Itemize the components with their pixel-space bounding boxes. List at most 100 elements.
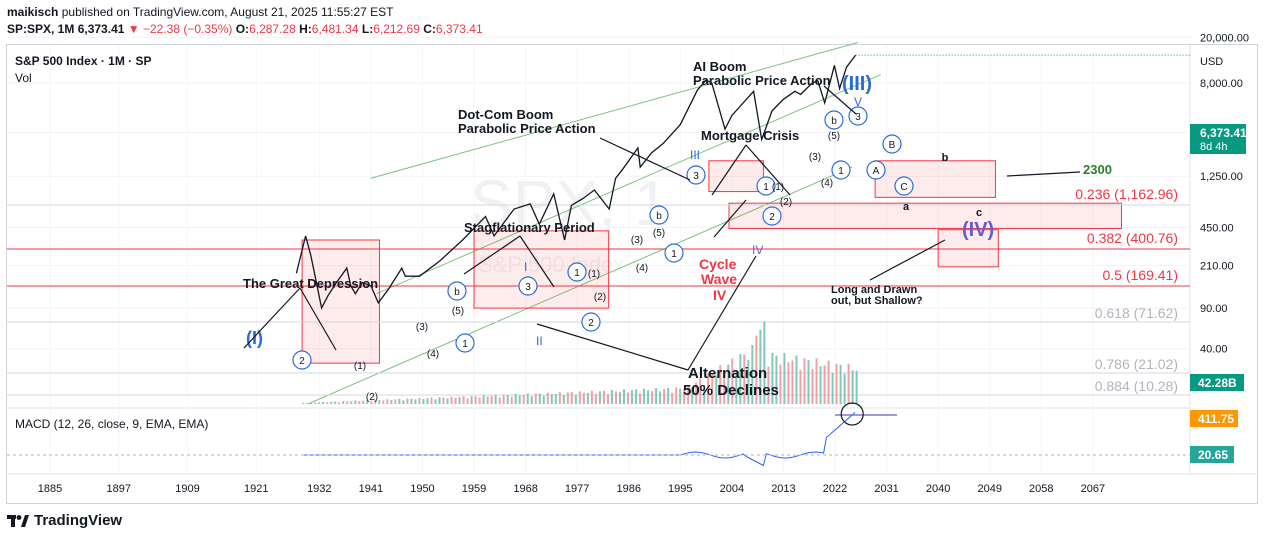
- symbol[interactable]: SP:SPX, 1M: [7, 22, 75, 36]
- volume-bar: [775, 355, 778, 404]
- volume-bar: [418, 397, 421, 404]
- wave-circle-label: b: [831, 116, 837, 127]
- volume-bar: [791, 360, 794, 404]
- y-tick-label: 8,000.00: [1200, 78, 1243, 90]
- fib-label: 0.884 (10.28): [1095, 378, 1178, 394]
- fib-label: 0.382 (400.76): [1087, 230, 1178, 246]
- x-tick-label: 1921: [244, 483, 268, 495]
- wave-circle-label: 1: [838, 166, 844, 177]
- volume-bar: [450, 396, 453, 404]
- annotation-text: AI Boom: [693, 59, 746, 74]
- volume-bar: [326, 402, 329, 404]
- volume-bar: [855, 370, 858, 404]
- wave-circle-label: 3: [693, 171, 699, 182]
- volume-bar: [306, 403, 309, 404]
- volume-bar: [751, 344, 754, 404]
- price-badge-countdown: 8d 4h: [1200, 141, 1228, 153]
- volume-bar: [514, 393, 517, 404]
- volume-bar: [695, 382, 698, 404]
- volume-bar: [454, 397, 457, 404]
- axes: 20,000.008,000.003,000.001,250.00450.002…: [38, 32, 1249, 495]
- volume-bar: [819, 366, 822, 404]
- vol-label[interactable]: Vol: [15, 71, 32, 85]
- x-tick-label: 1995: [668, 483, 692, 495]
- volume-bar: [422, 398, 425, 404]
- annotation-text: Parabolic Price Action: [458, 121, 596, 136]
- volume-bar: [831, 373, 834, 404]
- volume-bar: [799, 369, 802, 404]
- volume-bar: [334, 401, 337, 404]
- sub-wave-label: (4): [427, 349, 439, 360]
- open-label: O:: [235, 22, 250, 36]
- volume-bar: [687, 385, 690, 404]
- ohlc-line: SP:SPX, 1M 6,373.41 ▼ −22.38 (−0.35%) O:…: [7, 22, 483, 36]
- volume-bar: [851, 370, 854, 404]
- volume-bar: [426, 398, 429, 404]
- annotation-arrow: [243, 287, 301, 349]
- y-tick-label: 20,000.00: [1200, 32, 1249, 44]
- brand-footer[interactable]: TradingView: [7, 512, 122, 529]
- volume-bar: [627, 392, 630, 404]
- wave-circle: [581, 312, 601, 332]
- x-tick-label: 2004: [720, 483, 744, 495]
- volume-bar: [759, 329, 762, 404]
- sub-wave-label: (2): [366, 392, 378, 403]
- x-tick-label: 1977: [565, 483, 589, 495]
- wave-circle: [882, 134, 902, 154]
- wave-circle: [518, 276, 538, 296]
- wave-circle-label: 1: [671, 249, 677, 260]
- wave-circle: [756, 176, 776, 196]
- volume-bar: [318, 402, 321, 404]
- volume-bar: [767, 366, 770, 404]
- volume-bar: [795, 355, 798, 404]
- volume-bar: [715, 375, 718, 404]
- volume-bar: [783, 352, 786, 404]
- volume-bar: [667, 388, 670, 404]
- macd-label[interactable]: MACD (12, 26, close, 9, EMA, EMA): [15, 417, 209, 431]
- volume-bar: [558, 392, 561, 404]
- wave-circle: [649, 205, 669, 225]
- annotation-arrow: [711, 144, 747, 196]
- annotation-text: Dot-Com Boom: [458, 107, 553, 122]
- volume-bar: [610, 390, 613, 404]
- sub-wave-label: (2): [594, 292, 606, 303]
- x-tick-label: 2067: [1081, 483, 1105, 495]
- annotations: The Great Depression(I)Stagflationary Pe…: [243, 59, 1112, 403]
- last-price: 6,373.41: [77, 22, 125, 36]
- annotation-text: b: [942, 152, 949, 164]
- chart-frame[interactable]: [6, 44, 1258, 504]
- x-tick-label: 2058: [1029, 483, 1053, 495]
- wave-circle: [567, 262, 587, 282]
- watermark-sub: S&P 500 Index: [478, 252, 624, 277]
- sub-wave-label: (2): [780, 197, 792, 208]
- volume-bar: [374, 399, 377, 404]
- annotation-text: Stagflationary Period: [464, 220, 595, 235]
- volume-bar: [655, 388, 658, 404]
- volume-bar: [538, 393, 541, 404]
- volume-bar: [522, 395, 525, 404]
- volume-bar: [378, 400, 381, 404]
- volume-bar: [606, 394, 609, 404]
- author[interactable]: maikisch: [7, 5, 59, 19]
- volume-bar: [614, 391, 617, 404]
- low-value: 6,212.69: [373, 22, 420, 36]
- annotation-arrow: [687, 255, 757, 371]
- volume-bar: [342, 401, 345, 404]
- volume-bar: [590, 390, 593, 404]
- x-tick-label: 1909: [175, 483, 199, 495]
- x-tick-label: 1885: [38, 483, 62, 495]
- highlight-boxes: [301, 160, 1123, 364]
- annotation-arrow: [713, 199, 747, 238]
- x-tick-label: 2013: [771, 483, 795, 495]
- volume-bar: [478, 397, 481, 404]
- high-label: H:: [299, 22, 312, 36]
- sub-wave-label: (4): [636, 263, 648, 274]
- annotation-text: out, but Shallow?: [831, 295, 923, 307]
- volume-bar: [707, 373, 710, 404]
- volume-bar: [414, 399, 417, 404]
- volume-bar: [815, 358, 818, 404]
- pane-title[interactable]: S&P 500 Index · 1M · SP: [15, 54, 152, 68]
- volume-bar: [683, 390, 686, 404]
- sub-wave-label: (5): [452, 306, 464, 317]
